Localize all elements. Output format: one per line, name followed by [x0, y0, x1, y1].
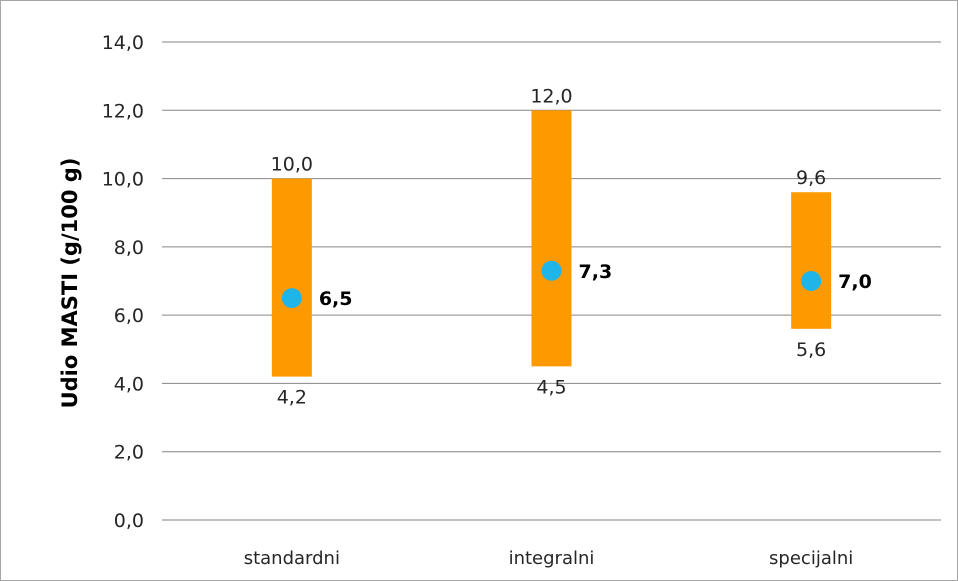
range-bar — [791, 192, 832, 329]
range-bar — [531, 110, 572, 367]
min-label: 4,5 — [536, 376, 566, 398]
y-tick-label: 10,0 — [102, 169, 144, 191]
min-label: 4,2 — [277, 387, 307, 409]
max-label: 12,0 — [530, 85, 572, 107]
min-label: 5,6 — [796, 339, 826, 361]
y-axis-label: Udio MASTI (g/100 g) — [58, 158, 82, 409]
y-tick-label: 12,0 — [102, 100, 144, 122]
mean-marker — [541, 260, 562, 281]
max-label: 10,0 — [271, 154, 313, 176]
mean-label: 7,3 — [579, 261, 613, 283]
y-tick-label: 0,0 — [114, 510, 144, 532]
category-label: specijalni — [769, 548, 853, 569]
range-bar — [271, 178, 312, 377]
y-tick-label: 4,0 — [114, 373, 144, 395]
category-label: integralni — [509, 548, 595, 569]
data-labels: 10,0 4,2 6,5 12,0 4,5 7,3 9,6 5,6 7,0 — [271, 85, 872, 408]
mean-label: 7,0 — [838, 271, 872, 293]
y-tick-label: 8,0 — [114, 237, 144, 259]
category-label: standardni — [244, 548, 340, 569]
mean-marker — [801, 271, 822, 291]
range-bars — [271, 110, 832, 377]
mean-marker — [281, 288, 302, 309]
y-axis-ticks: 0,0 2,0 4,0 6,0 8,0 10,0 12,0 14,0 — [102, 32, 144, 532]
mean-label: 6,5 — [319, 288, 353, 310]
y-tick-label: 14,0 — [102, 32, 144, 54]
max-label: 9,6 — [796, 167, 826, 189]
y-tick-label: 6,0 — [114, 305, 144, 327]
y-tick-label: 2,0 — [114, 442, 144, 464]
x-axis-categories: standardni integralni specijalni — [244, 548, 854, 569]
